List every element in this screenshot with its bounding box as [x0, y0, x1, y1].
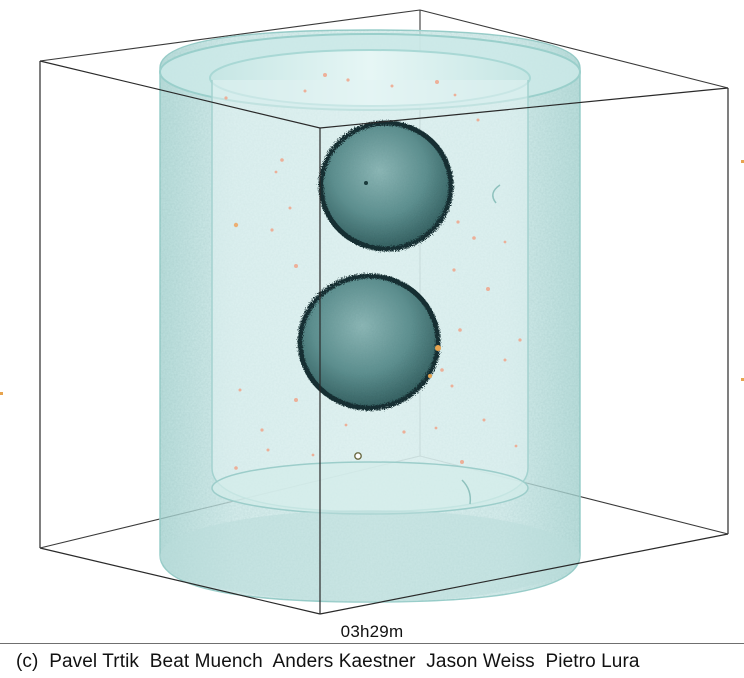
edge-marker — [741, 378, 744, 381]
edge-marker — [0, 392, 3, 395]
tomography-scene — [39, 9, 729, 615]
credit-text: (c) Pavel Trtik Beat Muench Anders Kaest… — [16, 651, 640, 672]
upper-particle — [318, 120, 454, 252]
bounding-box-front — [39, 60, 729, 615]
small-pore-ring — [354, 452, 362, 460]
orange-pores — [224, 73, 522, 470]
credit-bar: (c) Pavel Trtik Beat Muench Anders Kaest… — [0, 643, 744, 678]
edge-marker — [741, 160, 744, 163]
elapsed-time-label: 03h29m — [340, 622, 404, 641]
lower-particle — [297, 273, 441, 411]
